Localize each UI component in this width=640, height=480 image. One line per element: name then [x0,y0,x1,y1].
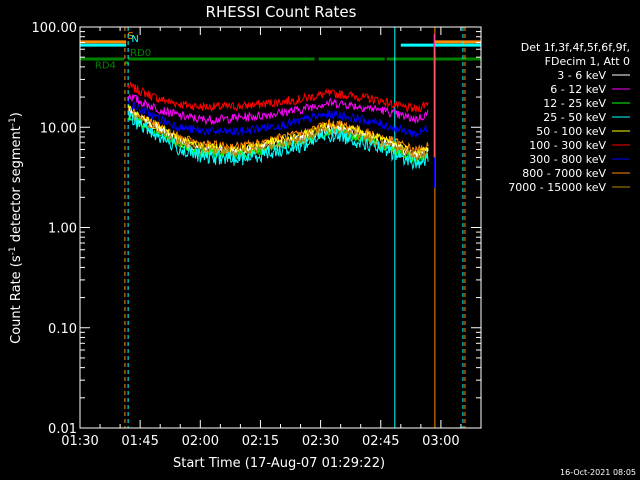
y-axis-label-exp1: -1 [8,246,18,255]
footer-timestamp: 16-Oct-2021 08:05 [560,468,636,477]
series-line-25-50-kev [127,110,429,171]
y-axis-label-mid: detector segment [9,126,24,246]
y-tick-label-1: 0.10 [48,322,77,337]
legend-label-8: 7000 - 15000 keV [508,181,606,194]
x-tick-label-3: 02:15 [242,434,279,449]
flag-label-s: S [127,31,133,42]
x-tick-label-6: 03:00 [422,434,459,449]
y-axis-label-end: ) [9,112,24,117]
legend-header-line-1: Det 1f,3f,4f,5f,6f,9f, [521,41,630,54]
flag-label-n: N [131,34,138,45]
y-tick-label-4: 100.00 [32,21,78,36]
legend-label-7: 800 - 7000 keV [522,167,606,180]
x-axis-label: Start Time (17-Aug-07 01:29:22) [173,456,385,471]
legend-label-4: 50 - 100 keV [536,125,606,138]
chart-title: RHESSI Count Rates [206,3,357,21]
y-tick-label-0: 0.01 [48,422,77,437]
y-tick-label-3: 10.00 [40,121,77,136]
legend-label-5: 100 - 300 keV [529,139,606,152]
x-tick-label-4: 02:30 [302,434,339,449]
y-axis-label: Count Rate (s-1 detector segment-1) [8,112,24,344]
x-tick-label-0: 01:30 [61,434,98,449]
series-line-300-800-kev [127,100,429,139]
legend: Det 1f,3f,4f,5f,6f,9f, FDecim 1, Att 0 3… [508,41,630,194]
x-axis-ticks: 01:30 01:45 02:00 02:15 02:30 02:45 03:00 [61,27,482,449]
y-axis-ticks: 0.01 0.10 1.00 10.00 100.00 [32,21,481,437]
series-lines [127,34,436,188]
legend-label-6: 300 - 800 keV [529,153,606,166]
series-line-6-12-kev [127,94,429,126]
legend-label-2: 12 - 25 keV [543,97,606,110]
series-line-7000-15000-kev [127,109,429,161]
legend-header-line-2: FDecim 1, Att 0 [545,55,630,68]
flag-label-rd0: RD0 [130,48,151,59]
flag-label-rd4: RD4 [95,61,116,72]
y-tick-label-2: 1.00 [48,222,77,237]
legend-label-0: 3 - 6 keV [557,69,606,82]
y-axis-label-main: Count Rate (s [9,255,24,344]
x-tick-label-5: 02:45 [362,434,399,449]
x-tick-label-1: 01:45 [121,434,158,449]
series-line-100-300-kev [127,82,429,113]
y-axis-label-exp2: -1 [8,117,18,126]
legend-label-3: 25 - 50 keV [543,111,606,124]
x-tick-label-2: 02:00 [182,434,219,449]
legend-label-1: 6 - 12 keV [550,83,606,96]
